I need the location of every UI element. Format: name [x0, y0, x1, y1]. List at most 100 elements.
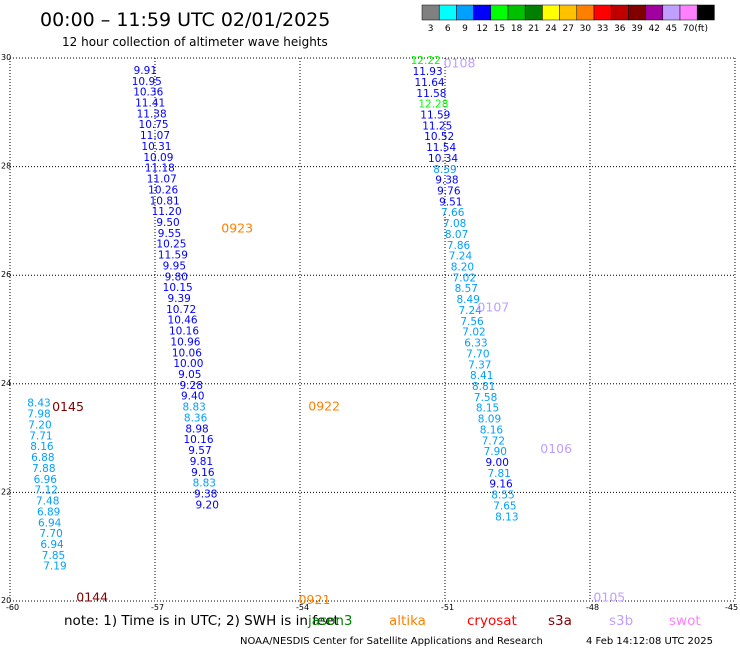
footer-note: note: 1) Time is in UTC; 2) SWH is in fe…	[64, 613, 339, 629]
wave-height-value: 8.98	[185, 423, 208, 435]
color-scale-label: 9	[462, 24, 468, 34]
color-scale-swatch	[593, 4, 612, 21]
color-scale-swatch	[456, 4, 474, 21]
x-tick-label: -57	[151, 603, 164, 612]
wave-height-value: 9.00	[486, 457, 509, 469]
wave-height-value: 9.57	[188, 445, 211, 457]
color-scale-label: 24	[545, 24, 557, 34]
wave-height-value: 9.38	[194, 488, 217, 500]
wave-height-value: 11.59	[420, 109, 450, 121]
wave-height-value: 7.02	[453, 272, 476, 284]
wave-height-value: 8.20	[451, 262, 474, 274]
color-scale-label: 30	[580, 24, 592, 34]
color-scale-label: 70	[683, 24, 695, 34]
wave-height-value: 9.80	[165, 271, 188, 283]
color-scale-swatch	[696, 4, 715, 21]
chart-subtitle: 12 hour collection of altimeter wave hei…	[62, 35, 328, 49]
color-scale-label: 6	[445, 24, 451, 34]
wave-height-value: 8.13	[495, 511, 518, 523]
wave-height-value: 7.02	[462, 327, 485, 339]
wave-height-value: 7.98	[27, 409, 50, 421]
altimeter-tracks: 8.437.987.207.718.166.887.886.967.127.48…	[27, 55, 518, 573]
wave-height-value: 9.81	[190, 456, 213, 468]
wave-height-value: 7.12	[35, 485, 58, 497]
wave-height-value: 10.96	[170, 336, 200, 348]
pass-label: 0921	[299, 592, 331, 607]
footer-credit: NOAA/NESDIS Center for Satellite Applica…	[240, 636, 543, 647]
wave-height-value: 9.95	[163, 260, 186, 272]
plot-grid	[9, 57, 736, 602]
satellite-legend-item: s3b	[609, 613, 633, 629]
x-tick-label: -45	[725, 603, 738, 612]
wave-height-value: 11.54	[426, 142, 456, 154]
wave-height-value: 8.81	[472, 381, 495, 393]
chart-title: 00:00 – 11:59 UTC 02/01/2025	[40, 9, 330, 31]
color-scale-label: 39	[631, 24, 643, 34]
wave-height-value: 8.09	[478, 414, 501, 426]
wave-height-value: 7.37	[468, 359, 491, 371]
wave-height-value: 10.81	[150, 195, 180, 207]
wave-height-value: 10.52	[424, 131, 454, 143]
wave-height-value: 11.93	[413, 66, 443, 78]
footer-timestamp: 4 Feb 14:12:08 UTC 2025	[586, 636, 713, 647]
wave-height-value: 7.66	[441, 207, 465, 219]
color-scale-swatch	[628, 4, 646, 21]
wave-height-value: 10.16	[169, 326, 199, 338]
wave-height-value: 7.58	[474, 392, 497, 404]
wave-height-value: 10.25	[156, 239, 186, 251]
satellite-legend-item: altika	[389, 613, 426, 629]
x-tick-label: -51	[441, 603, 454, 612]
pass-label: 0106	[540, 441, 572, 456]
wave-height-value: 10.06	[172, 347, 202, 359]
y-tick-label: 26	[1, 270, 11, 279]
wave-height-value: 6.88	[31, 452, 54, 464]
wave-height-value: 9.50	[156, 217, 179, 229]
wave-height-value: 8.07	[445, 229, 468, 241]
axis-tick-labels: -60 -57 -54 -51 -48 -45 20 22 24 26 28 30	[1, 53, 738, 612]
wave-height-value: 8.57	[455, 283, 478, 295]
satellite-legend-item: swot	[669, 613, 701, 629]
wave-height-value: 10.72	[166, 304, 196, 316]
wave-height-value: 11.64	[415, 77, 445, 89]
satellite-legend-item: cryosat	[467, 613, 517, 629]
pass-label: 0105	[593, 590, 625, 605]
wave-height-value: 7.24	[449, 251, 473, 263]
wave-height-value: 7.65	[493, 500, 516, 512]
pass-label: 0107	[477, 300, 509, 315]
wave-height-value: 8.16	[30, 441, 54, 453]
wave-height-value: 10.46	[168, 315, 198, 327]
color-scale-label: 18	[511, 24, 523, 34]
color-scale-swatch	[490, 4, 509, 21]
x-tick-label: -54	[296, 603, 309, 612]
wave-height-value: 6.33	[464, 338, 487, 350]
wave-height-value: 6.94	[38, 517, 62, 529]
y-tick-label: 28	[1, 162, 11, 171]
wave-height-value: 7.85	[42, 550, 65, 562]
color-scale-swatch	[542, 4, 560, 21]
wave-height-value: 10.34	[428, 153, 458, 165]
wave-height-value: 7.08	[443, 218, 466, 230]
wave-height-value: 8.59	[433, 164, 456, 176]
wave-height-value: 10.15	[163, 282, 193, 294]
wave-height-value: 10.95	[132, 76, 162, 88]
wave-height-value: 9.51	[439, 196, 462, 208]
color-scale-label: 36	[614, 24, 626, 34]
color-scale-swatch	[610, 4, 629, 21]
wave-height-value: 7.81	[487, 468, 510, 480]
color-scale-unit: (ft)	[694, 24, 708, 34]
wave-height-value: 11.07	[147, 174, 177, 186]
wave-height-value: 10.09	[143, 152, 173, 164]
wave-height-value: 11.07	[140, 130, 170, 142]
wave-height-value: 8.36	[184, 412, 208, 424]
color-scale-label: 33	[597, 24, 608, 34]
wave-height-value: 7.24	[458, 305, 482, 317]
wave-height-value: 6.96	[34, 474, 58, 486]
wave-height-value: 7.72	[482, 435, 505, 447]
pass-label: 0108	[444, 55, 476, 70]
color-scale-label: 15	[494, 24, 505, 34]
x-tick-label: -60	[6, 603, 19, 612]
wave-height-value: 7.70	[39, 528, 62, 540]
pass-label: 0145	[52, 399, 84, 414]
color-scale-label: 27	[562, 24, 573, 34]
